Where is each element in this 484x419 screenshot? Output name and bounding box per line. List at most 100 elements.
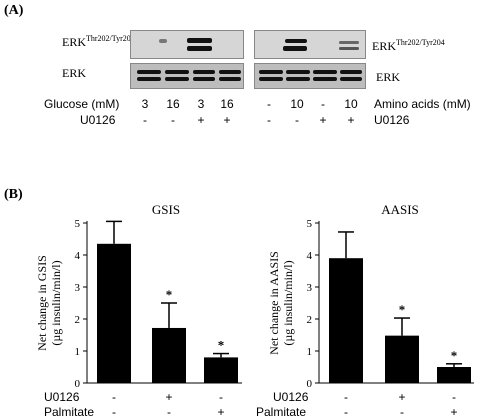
band — [187, 38, 212, 43]
glucose-value: 3 — [141, 97, 149, 111]
y-axis-label: Net change in AASIS(µg insulin/min/l) — [267, 251, 295, 355]
u0126-value: + — [319, 113, 327, 127]
band — [259, 77, 283, 81]
band — [187, 46, 212, 51]
chart-aasis: AASIS Net change in AASIS(µg insulin/min/… — [267, 202, 474, 390]
b-palmitate-value: - — [112, 405, 116, 419]
chart-title: GSIS — [152, 202, 180, 217]
significance-marker: * — [166, 287, 173, 302]
b-u0126-value: - — [452, 390, 456, 404]
chart-title: AASIS — [381, 202, 419, 217]
panel-b-label: (B) — [4, 187, 23, 202]
u0126-value: - — [267, 113, 271, 127]
y-tick-label: 4 — [75, 250, 81, 262]
amino-value: 10 — [290, 97, 304, 111]
b-u0126-value: - — [219, 390, 223, 404]
band — [219, 70, 241, 74]
u0126-row-label: U0126 — [80, 113, 116, 127]
y-axis-label: Net change in GSIS(µg insulin/min/l) — [35, 255, 63, 351]
band — [340, 77, 362, 81]
y-tick-label: 0 — [307, 378, 313, 390]
b-palmitate-value: - — [167, 405, 171, 419]
chart-gsis: GSIS Net change in GSIS(µg insulin/min/l)… — [35, 202, 242, 390]
band — [159, 39, 167, 43]
y-tick-label: 2 — [307, 314, 313, 326]
band — [259, 70, 283, 74]
band — [193, 70, 215, 74]
bar — [437, 367, 471, 383]
erk-phospho-sup: Thr202/Tyr204 — [396, 38, 445, 47]
bar — [329, 258, 363, 383]
u0126-value: - — [143, 113, 147, 127]
u0126-value: + — [197, 113, 205, 127]
erk-total-label-left: ERK — [62, 66, 86, 80]
b-u0126-value: + — [398, 390, 406, 404]
amino-value: - — [321, 97, 325, 111]
b-u0126-value: + — [165, 390, 173, 404]
blot-total-right — [254, 63, 366, 89]
significance-marker: * — [451, 348, 458, 363]
b-palmitate-value: + — [217, 405, 225, 419]
erk-phospho-main: ERK — [372, 39, 396, 53]
band — [137, 77, 161, 81]
blot-total-left — [130, 63, 244, 89]
band — [219, 77, 241, 81]
band — [286, 77, 310, 81]
u0126-value: + — [347, 113, 355, 127]
amino-value: 10 — [344, 97, 358, 111]
erk-phospho-main: ERK — [62, 35, 86, 49]
y-tick-label: 4 — [307, 250, 313, 262]
glucose-row-label: Glucose (mM) — [44, 97, 120, 111]
band — [165, 70, 189, 74]
band — [286, 70, 310, 74]
b-palmitate-label-right: Palmitate — [256, 405, 307, 419]
b-u0126-value: - — [344, 390, 348, 404]
erk-phospho-sup: Thr202/Tyr204 — [86, 34, 135, 43]
band — [285, 39, 307, 43]
significance-marker: * — [218, 338, 225, 353]
band — [193, 77, 215, 81]
u0126-value: + — [223, 113, 231, 127]
erk-total-label-right: ERK — [376, 70, 400, 84]
y-tick-label: 2 — [75, 314, 81, 326]
b-palmitate-label: Palmitate — [44, 405, 95, 419]
y-tick-label: 0 — [75, 378, 81, 390]
y-tick-label: 1 — [307, 346, 313, 358]
amino-value: - — [267, 97, 271, 111]
b-palmitate-value: + — [450, 405, 458, 419]
y-tick-label: 5 — [307, 218, 313, 230]
amino-row-label: Amino acids (mM) — [374, 97, 471, 111]
y-tick-label: 3 — [75, 282, 81, 294]
glucose-value: 16 — [220, 97, 234, 111]
blot-phospho-left — [130, 30, 244, 59]
band — [283, 46, 307, 51]
b-u0126-label-right: U0126 — [273, 390, 309, 404]
band — [339, 41, 359, 44]
bar — [97, 243, 131, 383]
blot-phospho-right — [254, 30, 366, 59]
band — [313, 70, 337, 74]
band — [313, 77, 337, 81]
u0126-value: - — [295, 113, 299, 127]
y-tick-label: 1 — [75, 346, 81, 358]
erk-phospho-label-left: ERKThr202/Tyr204 — [62, 34, 135, 50]
band — [340, 70, 362, 74]
band — [339, 47, 359, 50]
b-palmitate-value: - — [400, 405, 404, 419]
b-u0126-label: U0126 — [44, 390, 80, 404]
glucose-value: 16 — [166, 97, 180, 111]
erk-phospho-label-right: ERKThr202/Tyr204 — [372, 38, 445, 54]
glucose-value: 3 — [197, 97, 205, 111]
u0126-row-label-right: U0126 — [374, 113, 410, 127]
band — [137, 70, 161, 74]
significance-marker: * — [399, 302, 406, 317]
bar — [385, 335, 419, 383]
y-tick-label: 5 — [75, 218, 81, 230]
u0126-value: - — [171, 113, 175, 127]
panel-a-label: (A) — [4, 3, 24, 18]
y-tick-label: 3 — [307, 282, 313, 294]
bar — [152, 327, 186, 383]
band — [165, 77, 189, 81]
b-u0126-value: - — [112, 390, 116, 404]
